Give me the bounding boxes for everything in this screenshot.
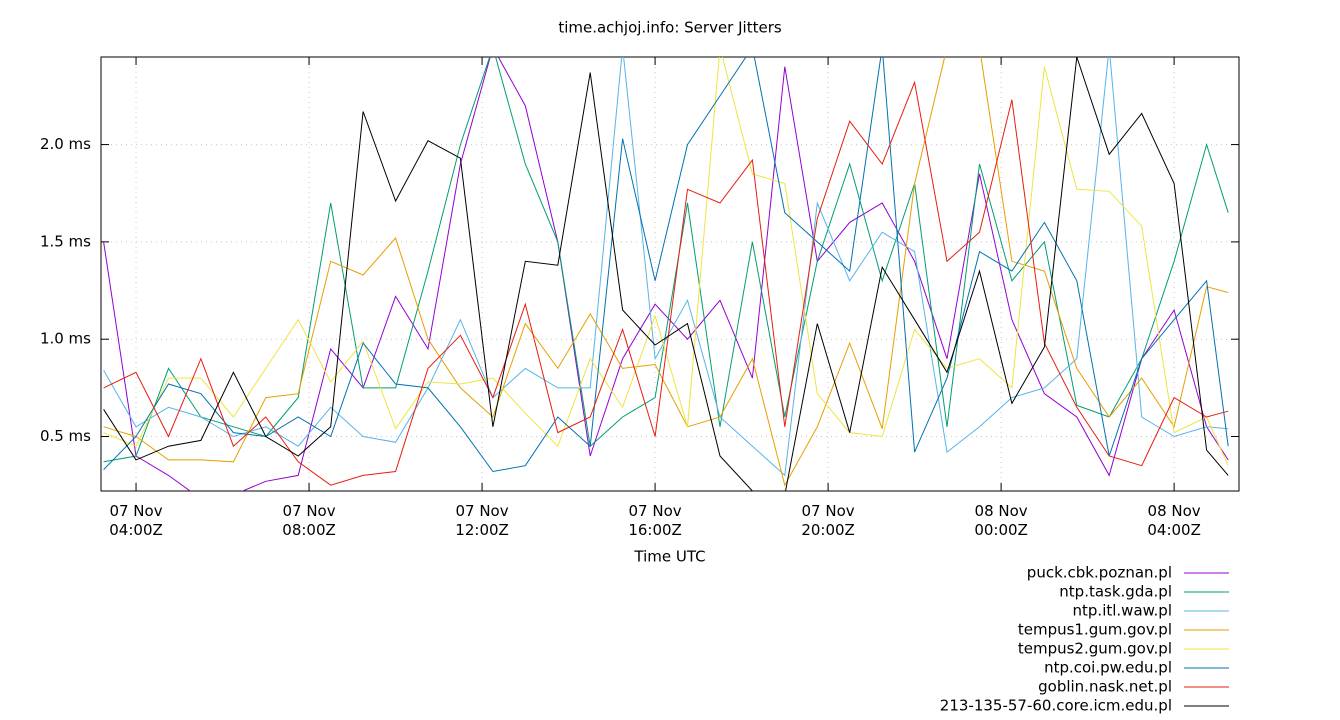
plot-frame: [100, 56, 1240, 492]
x-tick-label: 07 Nov 16:00Z: [628, 502, 682, 539]
x-tick-label: 07 Nov 20:00Z: [801, 502, 855, 539]
legend-label: puck.cbk.poznan.pl: [1027, 564, 1172, 582]
y-tick-label: 1.0 ms: [40, 330, 91, 348]
series-line: [103, 57, 1229, 473]
y-tick-label: 1.5 ms: [40, 232, 91, 250]
legend-label: 213-135-57-60.core.icm.edu.pl: [940, 697, 1172, 715]
y-tick-label: 0.5 ms: [40, 427, 91, 445]
series-line: [103, 57, 1229, 477]
x-tick-label: 08 Nov 00:00Z: [974, 502, 1028, 539]
series-line: [103, 57, 1229, 487]
series-line: [103, 57, 1229, 491]
y-tick-label: 2.0 ms: [40, 135, 91, 153]
x-tick-label: 07 Nov 12:00Z: [455, 502, 509, 539]
legend-label: tempus1.gum.gov.pl: [1018, 621, 1172, 639]
series-line: [103, 80, 1229, 486]
plot-area: [103, 57, 1229, 491]
series-line: [103, 57, 1229, 463]
legend-label: goblin.nask.net.pl: [1038, 678, 1172, 696]
x-tick-label: 07 Nov 04:00Z: [109, 502, 163, 539]
series-line: [103, 57, 1229, 466]
legend-label: ntp.task.gda.pl: [1059, 583, 1172, 601]
chart-title: time.achjoj.info: Server Jitters: [558, 19, 782, 37]
series-line: [103, 57, 1229, 491]
legend-label: ntp.itl.waw.pl: [1073, 602, 1172, 620]
legend-label: tempus2.gum.gov.pl: [1018, 640, 1172, 658]
legend-label: ntp.coi.pw.edu.pl: [1044, 659, 1172, 677]
x-tick-label: 07 Nov 08:00Z: [282, 502, 336, 539]
x-axis-label: Time UTC: [633, 548, 705, 566]
x-tick-label: 08 Nov 04:00Z: [1147, 502, 1201, 539]
